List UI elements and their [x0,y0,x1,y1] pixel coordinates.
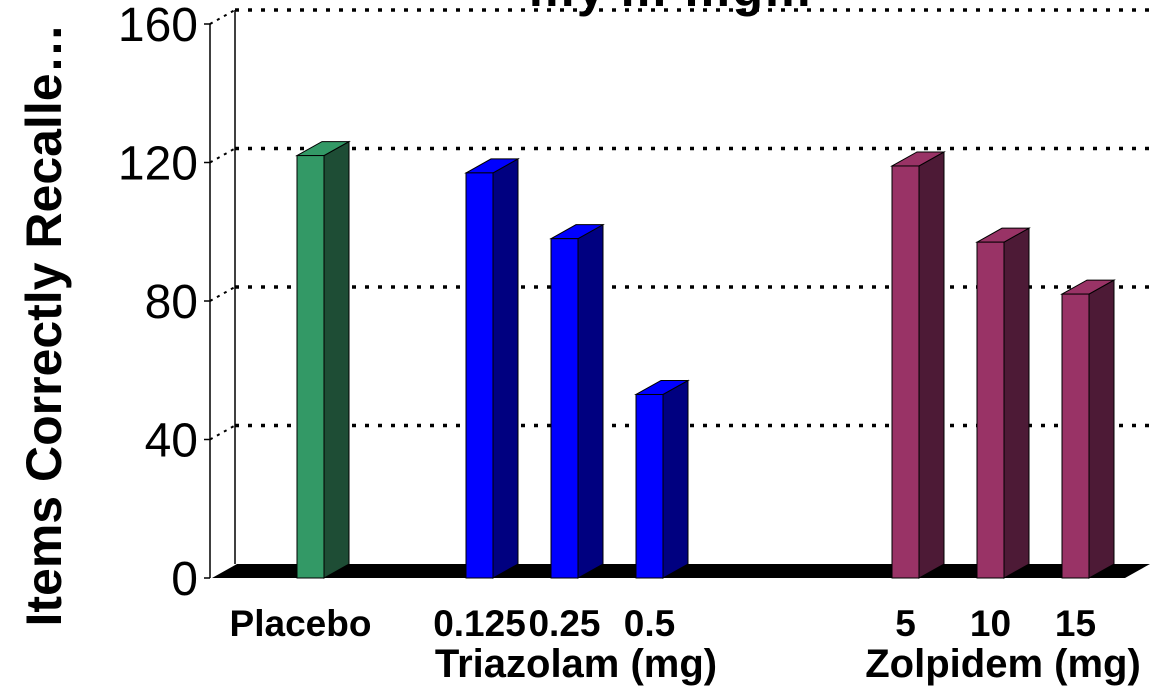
y-tick-label: 0 [171,553,198,606]
bar-4 [891,165,920,579]
bar-1 [465,172,494,579]
x-tick-label-1: 0.125 [433,603,526,644]
bar-2 [550,238,579,579]
bar-side-6 [1088,279,1115,579]
x-tick-label-2: 0.25 [528,603,600,644]
y-tick-label: 120 [118,138,198,191]
bar-layer [295,140,1116,579]
grid-layer [209,8,1150,441]
x-tick-label-6: 15 [1055,603,1096,644]
gridline-diagonal [209,286,236,302]
x-tick-label-3: 0.5 [624,603,675,644]
bar-side-0 [323,140,350,579]
chart-title: …y … …g… [527,0,813,17]
bar-side-5 [1003,227,1030,579]
y-tick-label: 80 [145,276,198,329]
bar-0 [296,155,325,579]
bar-3 [635,393,664,579]
group-label-zolpidem: Zolpidem (mg) [865,642,1141,686]
x-tick-label-5: 10 [970,603,1011,644]
x-tick-label-0: Placebo [230,603,372,644]
gridline-diagonal [209,9,236,25]
bar-6 [1061,293,1090,579]
gridline-diagonal [209,147,236,164]
x-tick-label-4: 5 [895,603,916,644]
y-tick-label: 40 [145,415,198,468]
label-layer: 0 40 80 120 160 Placebo 0.125 0.25 0.5 5 10 15 Triaz… [118,0,1141,686]
group-label-triazolam: Triazolam (mg) [435,642,717,686]
bar-side-3 [662,379,689,579]
bar-side-1 [492,158,519,579]
bar-side-2 [577,223,604,579]
y-axis-label: Items Correctly Recalle… [16,23,72,626]
bar-5 [976,241,1005,579]
gridline-diagonal [209,424,236,441]
bar-side-4 [918,151,945,579]
y-tick-label: 160 [118,0,198,52]
